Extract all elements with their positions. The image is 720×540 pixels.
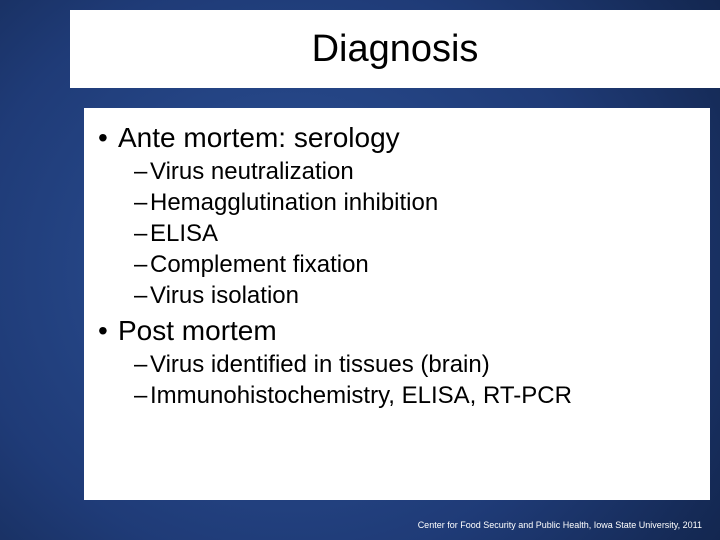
slide: Diagnosis •Ante mortem: serology –Virus … — [0, 0, 720, 540]
dash-marker: – — [134, 350, 150, 380]
dash-marker: – — [134, 157, 150, 187]
sub-label: Virus identified in tissues (brain) — [150, 351, 490, 378]
sub-item: –Virus identified in tissues (brain) — [134, 350, 692, 380]
sub-label: Immunohistochemistry, ELISA, RT-PCR — [150, 382, 572, 409]
bullet-label: Ante mortem: serology — [118, 122, 400, 153]
sub-label: Virus neutralization — [150, 158, 354, 185]
title-bar: Diagnosis — [70, 10, 720, 88]
dash-marker: – — [134, 381, 150, 411]
sub-label: ELISA — [150, 220, 218, 247]
bullet-marker: • — [98, 313, 118, 348]
bullet-item: •Post mortem — [98, 313, 692, 348]
sub-item: –Virus neutralization — [134, 157, 692, 187]
bullet-label: Post mortem — [118, 315, 277, 346]
sub-label: Virus isolation — [150, 282, 299, 309]
sub-label: Complement fixation — [150, 251, 369, 278]
sub-item: –Immunohistochemistry, ELISA, RT-PCR — [134, 381, 692, 411]
dash-marker: – — [134, 281, 150, 311]
bullet-item: •Ante mortem: serology — [98, 120, 692, 155]
sub-label: Hemagglutination inhibition — [150, 189, 438, 216]
dash-marker: – — [134, 219, 150, 249]
bullet-marker: • — [98, 120, 118, 155]
sub-item: –Virus isolation — [134, 281, 692, 311]
sub-item: –Complement fixation — [134, 250, 692, 280]
slide-title: Diagnosis — [312, 28, 479, 71]
sub-item: –Hemagglutination inhibition — [134, 188, 692, 218]
dash-marker: – — [134, 188, 150, 218]
sub-item: –ELISA — [134, 219, 692, 249]
dash-marker: – — [134, 250, 150, 280]
footer-citation: Center for Food Security and Public Heal… — [418, 520, 702, 530]
content-panel: •Ante mortem: serology –Virus neutraliza… — [84, 108, 710, 500]
